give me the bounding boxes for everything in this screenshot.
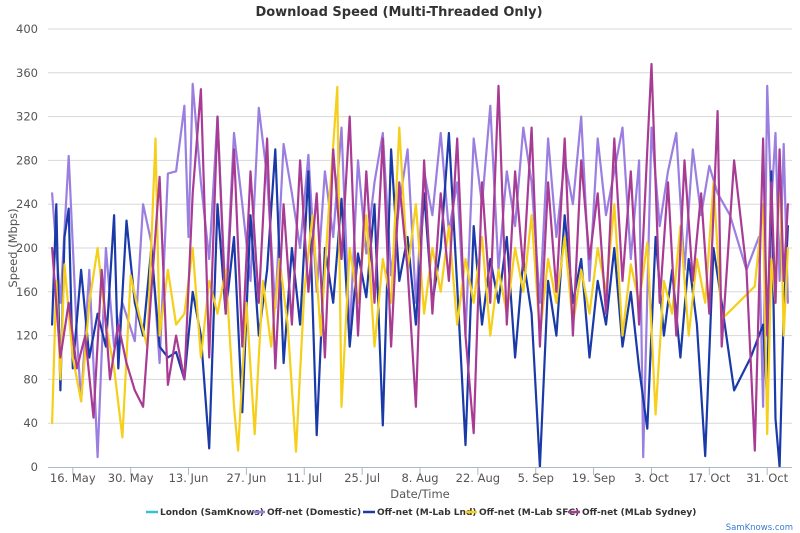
legend: London (SamKnows) Off-net (Domestic) Off-n…	[146, 508, 696, 518]
chart-title: Download Speed (Multi-Threaded Only)	[255, 5, 542, 20]
legend-label: London (SamKnows)	[160, 508, 264, 518]
x-tick-label: 25. Jul	[344, 471, 380, 485]
legend-label: Off-net (M-Lab Lnd)	[377, 508, 477, 518]
legend-label: Off-net (M-Lab SFC)	[479, 508, 579, 518]
x-tick-label: 19. Sep	[572, 471, 616, 485]
x-tick-label: 13. Jun	[169, 471, 209, 485]
y-axis-title: Speed (Mbps)	[6, 208, 20, 287]
samknows-credit-link[interactable]: SamKnows.com	[726, 523, 793, 533]
y-tick-label: 160	[16, 285, 38, 299]
y-tick-label: 120	[16, 329, 38, 343]
x-tick-label: 11. Jul	[286, 471, 322, 485]
legend-item[interactable]: Off-net (MLab Sydney)	[568, 508, 696, 518]
x-axis-title: Date/Time	[390, 487, 450, 501]
legend-item[interactable]: Off-net (Domestic)	[253, 508, 361, 518]
y-tick-label: 0	[31, 460, 38, 474]
x-tick-label: 17. Oct	[688, 471, 730, 485]
axes: 0 40 80 120 160 200 240 280 320 360 400 16. May 30. …	[16, 22, 792, 485]
y-tick-label: 200	[16, 241, 38, 255]
series-line-2	[51, 131, 789, 469]
y-tick-label: 320	[16, 110, 38, 124]
series-lines	[51, 62, 789, 469]
series-line-4	[51, 62, 789, 452]
legend-label: Off-net (MLab Sydney)	[582, 508, 696, 518]
legend-item[interactable]: London (SamKnows)	[146, 508, 264, 518]
x-tick-label: 3. Oct	[634, 471, 669, 485]
y-tick-label: 80	[23, 372, 38, 386]
x-tick-label: 16. May	[50, 471, 96, 485]
x-tick-label: 27. Jun	[226, 471, 266, 485]
legend-label: Off-net (Domestic)	[267, 508, 361, 518]
y-tick-label: 280	[16, 153, 38, 167]
x-tick-label: 31. Oct	[746, 471, 788, 485]
x-tick-label: 30. May	[108, 471, 154, 485]
legend-item[interactable]: Off-net (M-Lab SFC)	[465, 508, 579, 518]
y-tick-label: 400	[16, 22, 38, 36]
x-tick-label: 5. Sep	[518, 471, 554, 485]
x-tick-label: 8. Aug	[401, 471, 438, 485]
legend-item[interactable]: Off-net (M-Lab Lnd)	[363, 508, 477, 518]
y-tick-label: 40	[23, 416, 38, 430]
y-tick-label: 240	[16, 197, 38, 211]
y-tick-label: 360	[16, 66, 38, 80]
x-tick-label: 22. Aug	[456, 471, 500, 485]
